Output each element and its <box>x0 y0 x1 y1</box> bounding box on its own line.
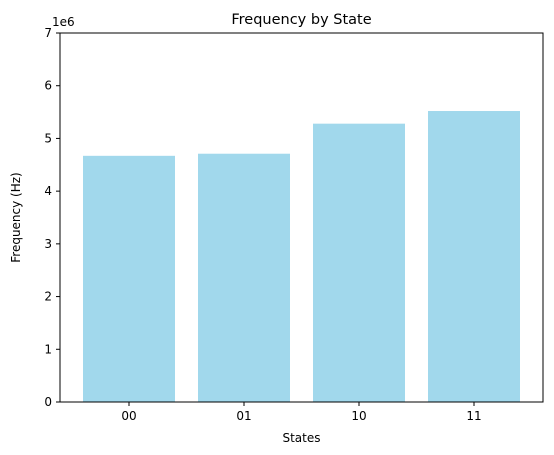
x-tick-label: 01 <box>236 409 251 423</box>
y-tick-label: 3 <box>44 237 52 251</box>
plot-frame <box>59 32 544 403</box>
y-tick-label: 6 <box>44 79 52 93</box>
bar-10 <box>313 123 405 402</box>
y-tick-label: 1 <box>44 342 52 356</box>
chart-title: Frequency by State <box>231 12 371 28</box>
x-tick-label: 00 <box>121 409 136 423</box>
x-axis-ticks: 00 01 10 11 <box>121 402 482 423</box>
bar-00 <box>83 155 175 402</box>
bar-11 <box>428 111 520 402</box>
y-tick-label: 0 <box>44 395 52 409</box>
y-axis-label: Frequency (Hz) <box>9 172 23 263</box>
bars-group <box>83 111 520 402</box>
y-axis-offset-label: 1e6 <box>52 15 75 29</box>
x-axis-label: States <box>282 431 320 445</box>
x-tick-label: 10 <box>351 409 366 423</box>
y-axis-ticks: 0 1 2 3 4 5 6 7 <box>44 26 60 409</box>
y-tick-label: 2 <box>44 290 52 304</box>
y-tick-label: 7 <box>44 26 52 40</box>
y-tick-label: 4 <box>44 184 52 198</box>
y-tick-label: 5 <box>44 131 52 145</box>
x-tick-label: 11 <box>466 409 481 423</box>
bar-01 <box>198 153 290 402</box>
